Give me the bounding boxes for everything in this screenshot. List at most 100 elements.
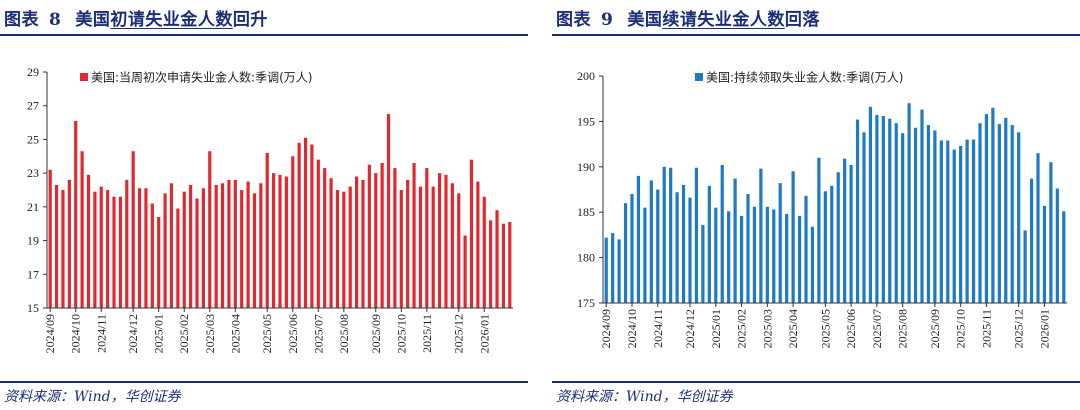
x-tick-label: 2024/11 <box>651 309 665 348</box>
x-tick-label: 2024/12 <box>683 309 697 348</box>
bar <box>278 174 282 308</box>
y-tick-label: 17 <box>27 267 39 281</box>
x-tick-label: 2024/12 <box>126 314 140 353</box>
chart-title: 图表 9 美国续请失业金人数回落 <box>556 10 820 30</box>
bar <box>959 145 963 303</box>
bar <box>61 190 65 308</box>
bar <box>836 172 840 303</box>
bar <box>361 179 365 308</box>
y-tick-label: 185 <box>577 205 595 219</box>
bar <box>888 118 892 304</box>
bar <box>93 191 97 308</box>
bar <box>329 178 333 308</box>
legend-label: 美国:当周初次申请失业金人数:季调(万人) <box>91 70 312 85</box>
bar <box>431 186 435 308</box>
bar <box>720 164 724 303</box>
bar <box>1010 125 1014 303</box>
bar <box>157 216 161 308</box>
bar <box>636 175 641 303</box>
bar <box>316 159 320 308</box>
x-tick-label: 2025/09 <box>369 314 383 353</box>
x-tick-label: 2025/01 <box>709 309 723 348</box>
bar <box>739 215 744 303</box>
y-tick-label: 25 <box>27 132 39 146</box>
bar <box>482 196 486 308</box>
bar <box>662 166 666 303</box>
bar <box>425 168 429 308</box>
bar <box>374 173 378 308</box>
bar <box>348 186 352 308</box>
x-tick-label: 2025/02 <box>177 314 191 353</box>
source-rule <box>0 381 528 383</box>
bar <box>303 137 308 308</box>
x-tick-label: 2025/11 <box>979 309 993 348</box>
bar <box>952 149 956 303</box>
x-tick-label: 2024/11 <box>94 314 108 353</box>
bar <box>476 181 480 308</box>
bar <box>765 206 769 303</box>
bar <box>810 226 815 303</box>
bar <box>208 151 212 308</box>
bar <box>48 169 52 308</box>
bar <box>1055 188 1059 303</box>
bar <box>643 207 647 303</box>
bar <box>759 168 763 303</box>
bar <box>669 167 673 303</box>
bar <box>907 103 911 303</box>
bar <box>412 163 416 308</box>
source-note: 资料来源：Wind，华创证券 <box>556 389 733 405</box>
bar <box>1036 153 1040 303</box>
y-tick-label: 175 <box>577 296 595 310</box>
bar <box>965 139 969 303</box>
bar <box>342 191 346 308</box>
chart-panel-continuing-claims: 图表 9 美国续请失业金人数回落 175 180 185 190 195 200 2024/09… <box>552 0 1080 410</box>
bar <box>946 140 950 303</box>
x-tick-label: 2025/12 <box>452 314 466 353</box>
bar <box>195 198 199 308</box>
bar <box>778 183 782 303</box>
legend-label: 美国:持续领取失业金人数:季调(万人) <box>706 70 903 85</box>
y-tick-label: 27 <box>27 99 39 113</box>
x-tick-label: 2025/08 <box>896 309 910 348</box>
y-tick-label: 15 <box>27 301 39 315</box>
bar <box>733 178 737 303</box>
bar <box>291 156 295 308</box>
bar <box>418 186 423 308</box>
bar <box>176 208 180 308</box>
x-tick-label: 2025/05 <box>260 314 274 353</box>
bar <box>752 206 757 303</box>
bar <box>688 197 692 303</box>
bar <box>681 184 686 303</box>
x-tick-label: 2025/06 <box>844 309 858 348</box>
bar <box>233 179 237 308</box>
bar <box>772 209 776 303</box>
bar <box>469 159 474 308</box>
bar <box>913 127 918 303</box>
bar <box>1049 162 1053 303</box>
bar <box>406 179 410 308</box>
bar <box>649 180 653 303</box>
bar <box>1004 117 1008 304</box>
bar <box>997 124 1001 304</box>
bar <box>80 151 84 308</box>
bar <box>901 133 905 303</box>
bar <box>265 152 269 308</box>
bar <box>746 194 750 303</box>
x-tick-label: 2025/02 <box>735 309 749 348</box>
y-tick-label: 23 <box>27 166 39 180</box>
x-tick-label: 2024/09 <box>43 314 57 353</box>
initial-claims-bar-chart: 15 17 19 21 23 25 27 29 2024/09 2024/10 2024/11 202… <box>27 65 513 353</box>
bar <box>125 179 129 308</box>
bar <box>797 215 802 303</box>
bar <box>933 130 937 303</box>
x-tick-label: 2025/11 <box>420 314 434 353</box>
x-tick-label: 2024/10 <box>625 309 639 348</box>
bar <box>881 115 885 303</box>
x-tick-label: 2025/05 <box>818 309 832 348</box>
bar <box>920 109 924 303</box>
legend-swatch <box>80 73 88 81</box>
bar <box>163 193 167 308</box>
bar <box>118 196 123 308</box>
bar <box>868 106 873 304</box>
x-tick-label: 2025/12 <box>1012 309 1026 348</box>
